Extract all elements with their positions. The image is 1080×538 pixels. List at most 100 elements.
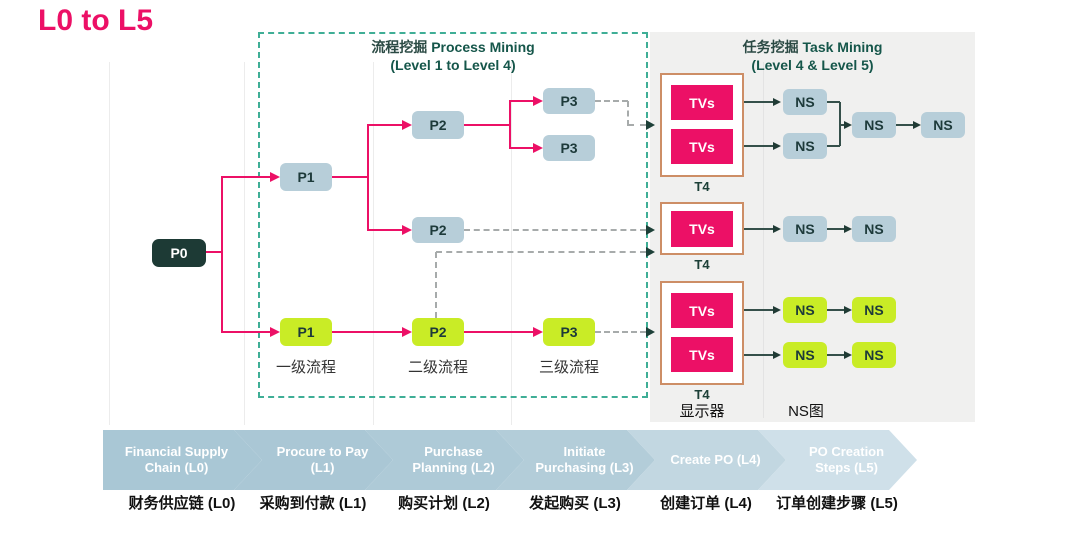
arrowhead xyxy=(402,225,412,235)
level3-process-label: 三级流程 xyxy=(538,359,599,376)
task-mining-header: 任务挖掘 Task Mining (Level 4 & Level 5) xyxy=(650,38,975,74)
task-connector xyxy=(839,102,841,146)
node-p3-green: P3 xyxy=(543,318,595,346)
task-connector xyxy=(827,101,840,103)
ns-box: NS xyxy=(783,89,827,115)
page-title: L0 to L5 xyxy=(38,4,154,37)
arrowhead xyxy=(844,225,852,233)
t4-label: T4 xyxy=(694,257,710,272)
task-connector xyxy=(744,354,773,356)
t4-label: T4 xyxy=(694,179,710,194)
lane-divider xyxy=(373,62,374,425)
node-p3-blue-2: P3 xyxy=(543,135,595,161)
process-mining-header: 流程挖掘 Process Mining (Level 1 to Level 4) xyxy=(258,38,648,74)
t4-label: T4 xyxy=(694,387,710,402)
arrowhead xyxy=(646,247,655,257)
ns-box: NS xyxy=(783,216,827,242)
arrowhead xyxy=(533,143,543,153)
arrowhead xyxy=(646,120,655,130)
arrowhead xyxy=(773,225,781,233)
ns-box: NS xyxy=(852,216,896,242)
arrowhead xyxy=(773,306,781,314)
arrowhead xyxy=(844,121,852,129)
arrowhead xyxy=(270,327,280,337)
lane-divider xyxy=(109,62,110,425)
lane-divider xyxy=(511,62,512,425)
connector-line xyxy=(509,100,511,149)
tvs-box: TVs xyxy=(671,129,733,164)
pipeline-stage-l4-zh: 创建订单 (L4) xyxy=(660,495,752,512)
task-connector xyxy=(744,101,773,103)
pipeline-stage-l3: Initiate Purchasing (L3) xyxy=(496,430,655,490)
task-connector xyxy=(744,228,773,230)
arrowhead xyxy=(913,121,921,129)
lane-divider xyxy=(244,62,245,425)
dashed-connector xyxy=(435,252,437,318)
arrowhead xyxy=(402,120,412,130)
dashed-connector xyxy=(595,331,646,333)
connector-line xyxy=(510,100,533,102)
task-connector xyxy=(744,309,773,311)
connector-line xyxy=(510,147,533,149)
connector-line xyxy=(464,124,510,126)
arrowhead xyxy=(646,327,655,337)
tvs-box: TVs xyxy=(671,293,733,328)
node-p2-green: P2 xyxy=(412,318,464,346)
connector-line xyxy=(464,331,533,333)
task-connector xyxy=(827,228,844,230)
node-p2-blue-mid: P2 xyxy=(412,217,464,243)
task-connector xyxy=(827,354,844,356)
process-mining-region xyxy=(258,32,648,398)
connector-line xyxy=(221,176,223,333)
ns-box: NS xyxy=(783,133,827,159)
task-mining-title-zh: 任务挖掘 xyxy=(742,39,799,55)
dashed-connector xyxy=(464,229,646,231)
level1-process-label: 一级流程 xyxy=(275,359,336,376)
connector-line xyxy=(368,124,402,126)
node-p1-blue: P1 xyxy=(280,163,332,191)
monitor-label: 显示器 xyxy=(679,403,725,420)
task-connector xyxy=(840,124,844,126)
arrowhead xyxy=(533,327,543,337)
level2-process-label: 二级流程 xyxy=(407,359,468,376)
task-mining-subtitle: (Level 4 & Level 5) xyxy=(751,57,874,73)
arrowhead xyxy=(844,306,852,314)
arrowhead xyxy=(773,98,781,106)
task-mining-title-en: Task Mining xyxy=(802,39,883,55)
ns-box-green: NS xyxy=(852,342,896,368)
node-p3-blue-1: P3 xyxy=(543,88,595,114)
pipeline-stage-l0: Financial Supply Chain (L0) xyxy=(103,430,262,490)
connector-line xyxy=(222,176,270,178)
task-connector xyxy=(744,145,773,147)
dashed-connector xyxy=(436,251,646,253)
connector-line xyxy=(205,251,222,253)
ns-diagram-label: NS图 xyxy=(788,403,824,420)
dashed-connector xyxy=(595,100,628,102)
ns-box-green: NS xyxy=(852,297,896,323)
connector-line xyxy=(368,229,402,231)
tvs-box: TVs xyxy=(671,85,733,120)
tvs-box: TVs xyxy=(671,337,733,372)
process-mining-title-zh: 流程挖掘 xyxy=(371,39,428,55)
arrowhead xyxy=(270,172,280,182)
node-p0: P0 xyxy=(152,239,206,267)
connector-line xyxy=(332,176,368,178)
process-mining-title-en: Process Mining xyxy=(431,39,535,55)
process-mining-subtitle: (Level 1 to Level 4) xyxy=(390,57,516,73)
arrowhead xyxy=(773,351,781,359)
connector-line xyxy=(367,124,369,231)
arrowhead xyxy=(402,327,412,337)
pipeline-stage-l3-zh: 发起购买 (L3) xyxy=(529,495,621,512)
pipeline-stage-l1-zh: 采购到付款 (L1) xyxy=(259,495,367,512)
arrowhead xyxy=(646,225,655,235)
node-p2-blue-top: P2 xyxy=(412,111,464,139)
ns-box-green: NS xyxy=(783,342,827,368)
ns-box: NS xyxy=(921,112,965,138)
arrowhead xyxy=(844,351,852,359)
ns-box-green: NS xyxy=(783,297,827,323)
pipeline-stage-l0-zh: 财务供应链 (L0) xyxy=(128,495,236,512)
tvs-box: TVs xyxy=(671,211,733,247)
pipeline-stage-l2: Purchase Planning (L2) xyxy=(365,430,524,490)
dashed-connector xyxy=(628,124,646,126)
pipeline-stage-l2-zh: 购买计划 (L2) xyxy=(398,495,490,512)
